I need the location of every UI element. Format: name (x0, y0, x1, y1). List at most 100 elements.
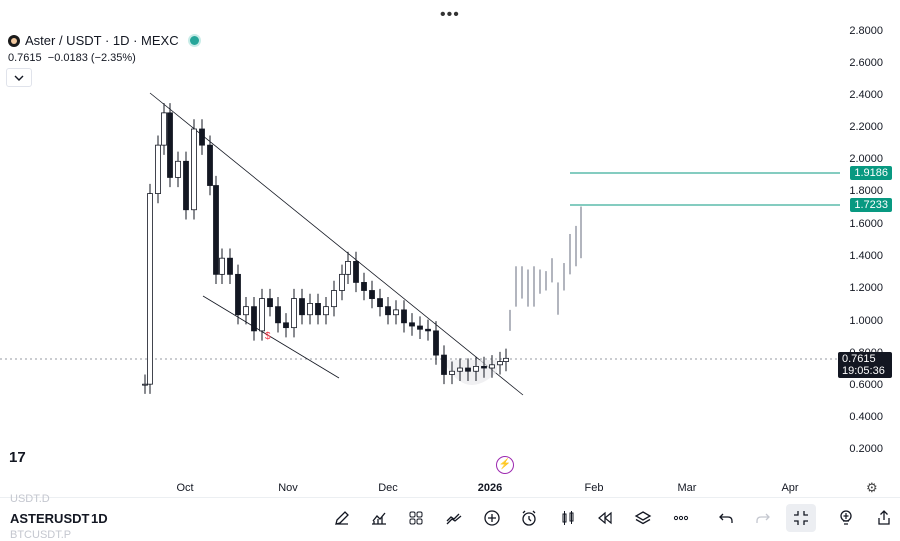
projection-bars (509, 206, 582, 331)
candle-body (213, 185, 219, 275)
market-open-icon (189, 36, 199, 45)
price-summary: 0.7615 −0.0183 (−2.35%) (8, 52, 136, 64)
watchlist-prev-symbol[interactable]: USDT.D (10, 493, 50, 505)
candle-body (323, 306, 329, 316)
templates-grid-icon[interactable] (404, 506, 428, 530)
candle-body (259, 298, 265, 332)
exit-fullscreen-icon[interactable] (786, 504, 816, 532)
y-tick: 0.2000 (849, 443, 883, 455)
candle-body (167, 112, 173, 178)
x-tick: Oct (176, 482, 194, 494)
candle-body (417, 325, 423, 330)
candle-body (142, 383, 148, 386)
layers-icon[interactable] (631, 506, 655, 530)
dividend-marker-icon[interactable]: $ (265, 331, 271, 342)
price-chart[interactable] (0, 0, 900, 500)
y-tick: 2.8000 (849, 25, 883, 37)
candle-body (175, 160, 181, 178)
candle-body (275, 306, 281, 324)
draw-pencil-icon[interactable] (330, 506, 354, 530)
y-tick: 1.8000 (849, 185, 883, 197)
lower-trendline (202, 295, 340, 379)
candle-body (481, 366, 487, 369)
x-tick: Apr (781, 482, 799, 494)
candle-body (441, 354, 447, 375)
settings-icon[interactable]: ⚙ (866, 480, 878, 495)
candle-body (425, 328, 431, 332)
candle-body (191, 128, 197, 211)
last-price-tag: 0.7615 19:05:36 (838, 352, 892, 378)
candle-body (473, 366, 479, 372)
chevron-down-icon[interactable] (6, 68, 32, 87)
y-tick: 1.6000 (849, 218, 883, 230)
more-options-icon[interactable] (669, 506, 693, 530)
candle-body (345, 261, 351, 275)
price-change: −0.0183 (−2.35%) (47, 52, 136, 64)
candle-body (433, 330, 439, 356)
redo-icon (751, 506, 775, 530)
replay-rewind-icon[interactable] (593, 506, 617, 530)
candle-body (369, 290, 375, 299)
y-tick: 1.4000 (849, 250, 883, 262)
candle-body (315, 303, 321, 316)
y-tick: 1.0000 (849, 315, 883, 327)
candle-body (503, 357, 509, 362)
candle-body (339, 273, 345, 291)
y-tick: 2.0000 (849, 153, 883, 165)
candles-type-icon[interactable] (556, 506, 580, 530)
candle-body (377, 298, 383, 308)
y-tick: 2.6000 (849, 57, 883, 69)
level-tag: 1.9186 (850, 166, 892, 180)
tradingview-logo-icon[interactable]: 17 (9, 449, 26, 466)
x-tick: Mar (677, 482, 697, 494)
y-tick: 2.4000 (849, 89, 883, 101)
candle-body (353, 261, 359, 283)
candle-body (307, 303, 313, 316)
candle-body (235, 273, 241, 316)
candle-body (207, 144, 213, 186)
candle-body (401, 309, 407, 324)
alert-clock-icon[interactable] (517, 506, 541, 530)
lightning-event-icon[interactable]: ⚡ (496, 456, 514, 474)
y-tick: 1.2000 (849, 282, 883, 294)
interval-selector[interactable]: 1D (91, 511, 108, 526)
candle-body (147, 193, 153, 385)
symbol-header: Aster / USDT · 1D · MEXC (8, 33, 199, 48)
idea-lightbulb-icon[interactable] (834, 506, 858, 530)
bar-countdown: 19:05:36 (842, 365, 885, 377)
candle-body (457, 367, 463, 372)
candle-body (283, 322, 289, 329)
undo-icon[interactable] (714, 506, 738, 530)
add-plus-icon[interactable] (480, 506, 504, 530)
symbol-selector[interactable]: ASTERUSDT (10, 511, 90, 526)
indicators-icon[interactable] (367, 506, 391, 530)
y-tick: 2.2000 (849, 121, 883, 133)
watchlist-next-symbol[interactable]: BTCUSDT.P (10, 529, 72, 541)
candle-body (449, 370, 455, 375)
last-price-value: 0.7615 (842, 353, 876, 365)
share-icon[interactable] (872, 506, 896, 530)
current-price: 0.7615 (8, 52, 42, 64)
symbol-title[interactable]: Aster / USDT · 1D · MEXC (25, 33, 179, 48)
candle-body (267, 298, 273, 308)
descending-trendline (149, 92, 524, 396)
candle-body (409, 322, 415, 327)
candle-body (155, 144, 161, 194)
candle-body (161, 112, 167, 146)
x-tick: Feb (584, 482, 604, 494)
more-menu-icon[interactable]: ••• (440, 6, 460, 23)
candle-body (199, 128, 205, 146)
candle-body (299, 298, 305, 316)
candle-body (465, 367, 471, 372)
candle-body (243, 306, 249, 316)
candle-body (385, 306, 391, 316)
x-tick: Nov (278, 482, 298, 494)
x-tick: 2026 (477, 482, 503, 494)
candle-body (393, 309, 399, 316)
candle-body (489, 364, 495, 369)
candle-body (219, 257, 225, 275)
bottom-toolbar (0, 497, 900, 541)
compare-icon[interactable] (442, 506, 466, 530)
level-tag: 1.7233 (850, 198, 892, 212)
candle-body (251, 306, 257, 332)
